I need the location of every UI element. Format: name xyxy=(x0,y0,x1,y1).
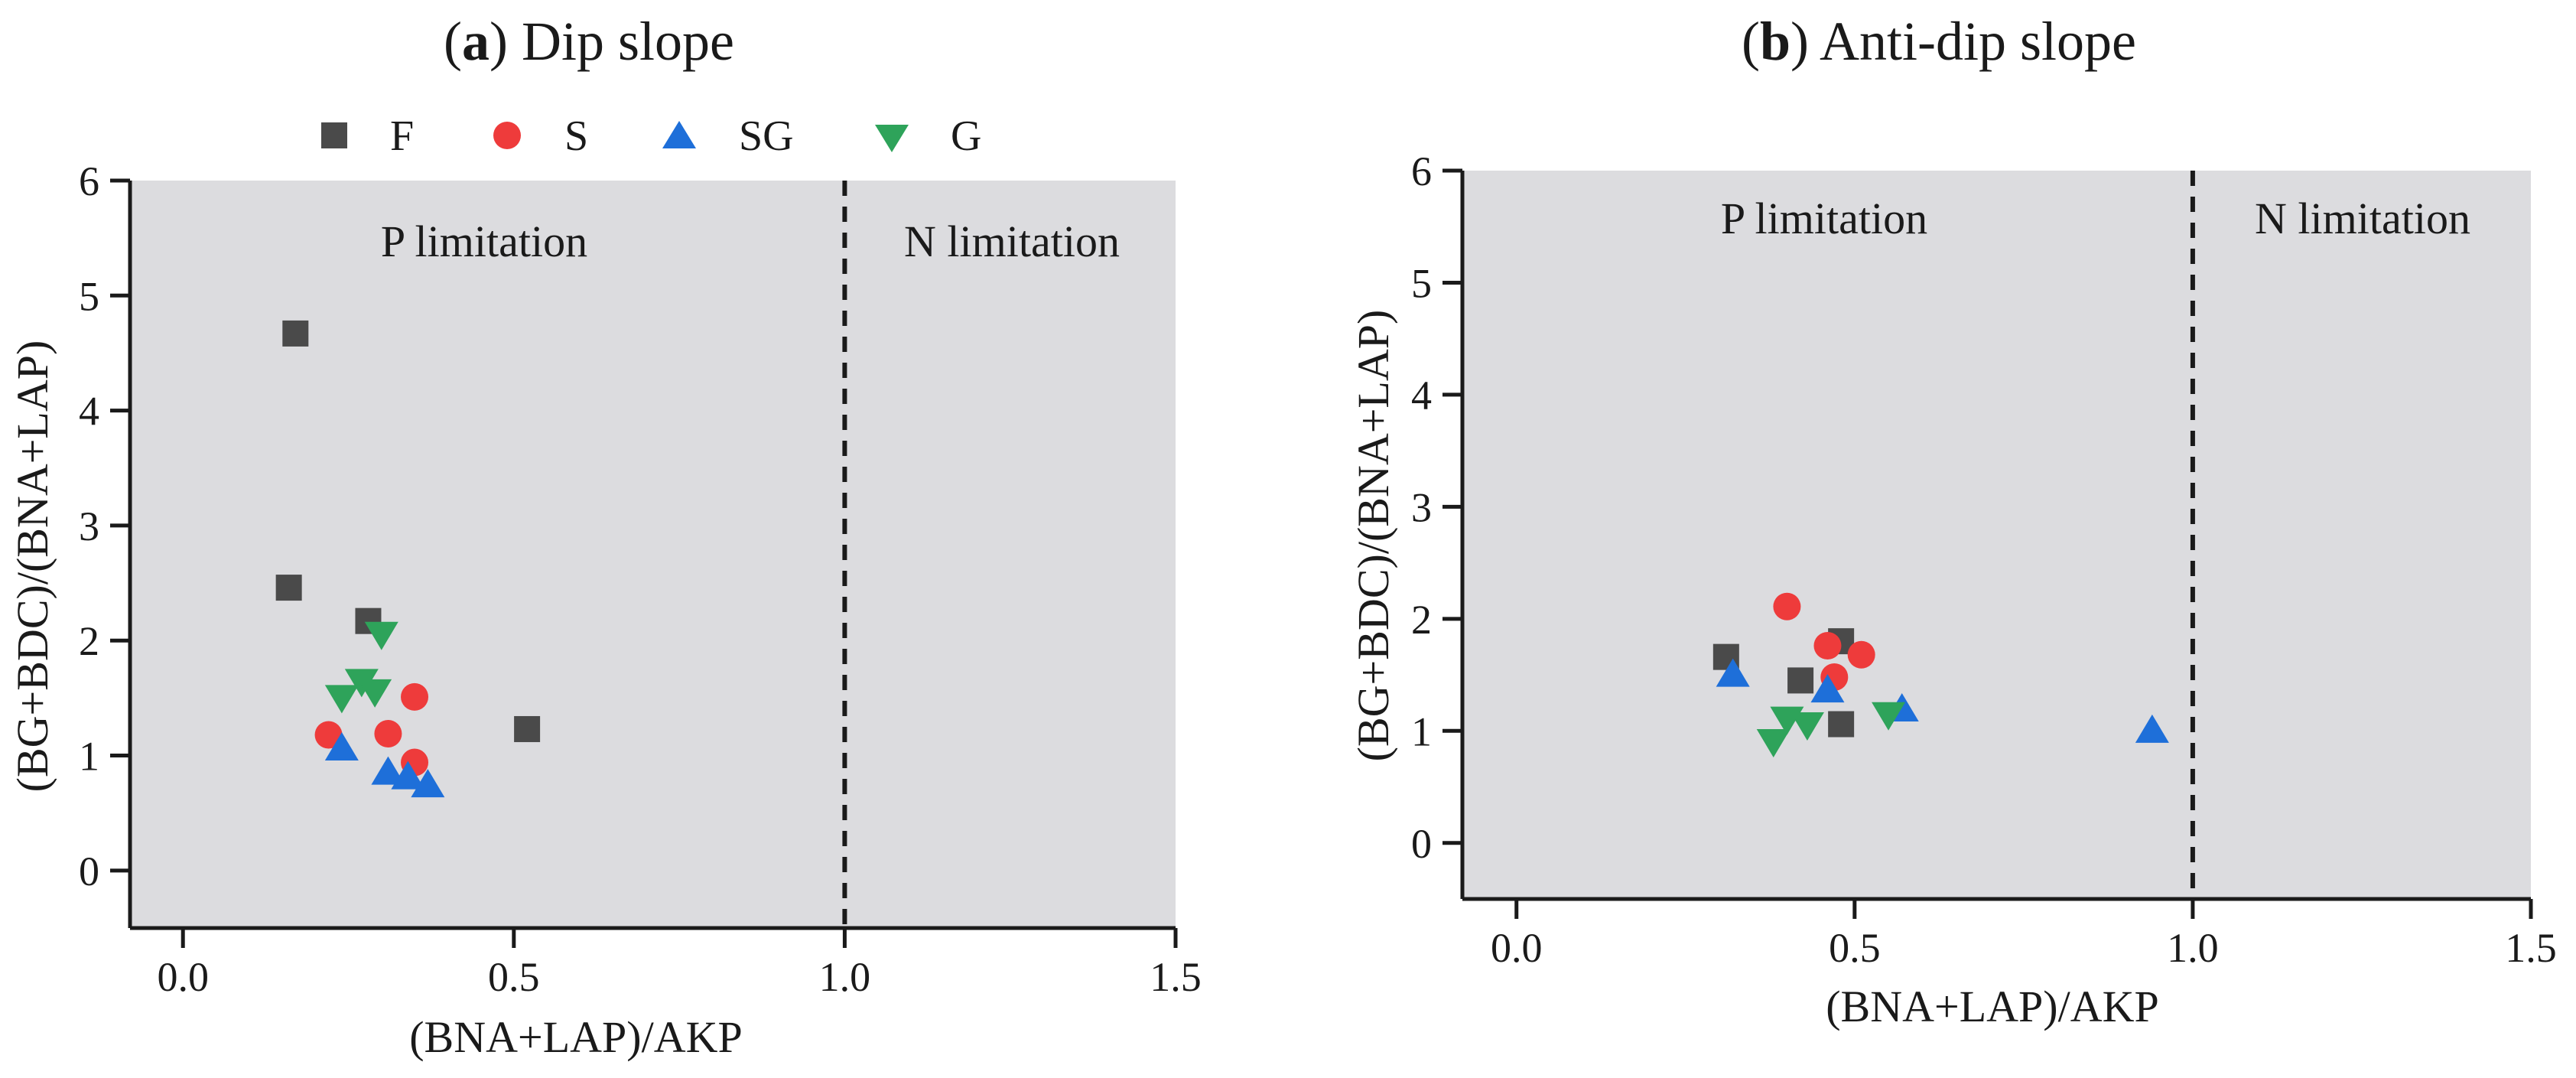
panel-a-x-tick-label: 1.0 xyxy=(819,954,871,1000)
panel-a-y-tick-label: 3 xyxy=(79,503,99,549)
legend-marker-F xyxy=(321,122,347,148)
panel-a-region-left: P limitation xyxy=(381,217,587,266)
legend-label-SG: SG xyxy=(739,112,794,160)
panel-b-y-tick-label: 1 xyxy=(1411,708,1432,754)
legend-marker-G xyxy=(875,125,909,152)
panel-a-point-G xyxy=(358,679,392,708)
panel-b-marks xyxy=(1712,592,2169,757)
panel-a-point-F xyxy=(275,575,302,601)
panel-a-title-text: Dip slope xyxy=(522,11,734,72)
panel-b-point-F xyxy=(1828,711,1855,738)
panel-b-y-tick-label: 3 xyxy=(1411,484,1432,530)
panel-a-y-tick-label: 0 xyxy=(79,848,99,894)
panel-b-point-S xyxy=(1773,592,1801,620)
panel-a-title: (a) Dip slope xyxy=(444,11,734,72)
panel-b-x-tick-label: 1.0 xyxy=(2167,925,2219,971)
panel-a-marks xyxy=(275,320,541,798)
panel-a-y-tick-label: 6 xyxy=(79,158,99,204)
panel-b-title: (b) Anti-dip slope xyxy=(1742,11,2136,72)
panel-b-point-S xyxy=(1847,640,1875,669)
panel-b-point-G xyxy=(1790,712,1824,741)
panel-a-letter: a xyxy=(462,11,490,72)
panel-a-point-S xyxy=(314,721,343,749)
panel-b-letter: b xyxy=(1760,11,1791,72)
legend: F S SG G xyxy=(321,112,981,160)
panel-b-plot-area xyxy=(1462,171,2531,899)
panel-b-y-tick-label: 6 xyxy=(1411,148,1432,194)
panel-a-region-right: N limitation xyxy=(904,217,1120,266)
panel-b-x-tick-label: 0.0 xyxy=(1491,925,1543,971)
panel-a-x-tick-label: 0.0 xyxy=(157,954,209,1000)
panel-b-point-SG xyxy=(1810,674,1845,703)
legend-label-S: S xyxy=(564,112,588,160)
panel-b-x-tick-label: 1.5 xyxy=(2505,925,2557,971)
panel-b: P limitation N limitation 0 1 2 3 4 5 6 0.0 0.5 1… xyxy=(1348,148,2557,1031)
panel-a: P limitation N limitation 0 1 2 3 4 5 6 0.0 0.5 1… xyxy=(8,158,1202,1062)
panel-a-point-S xyxy=(374,719,402,747)
panel-a-point-SG xyxy=(371,756,405,785)
legend-item-SG: SG xyxy=(662,112,794,160)
legend-marker-SG xyxy=(662,121,696,148)
panel-a-point-F xyxy=(282,320,309,347)
panel-b-x-axis-label: (BNA+LAP)/AKP xyxy=(1826,982,2159,1031)
panel-b-region-right: N limitation xyxy=(2255,194,2470,243)
legend-item-G: G xyxy=(875,112,981,160)
panel-a-y-tick-label: 2 xyxy=(79,618,99,664)
panel-a-y-axis-label: (BG+BDC)/(BNA+LAP) xyxy=(8,340,57,793)
panel-a-point-G xyxy=(364,621,398,650)
panel-b-y-tick-label: 0 xyxy=(1411,821,1432,867)
panel-a-y-tick-label: 1 xyxy=(79,734,99,780)
panel-b-point-S xyxy=(1813,631,1842,660)
panel-b-point-G xyxy=(1756,728,1791,757)
legend-label-F: F xyxy=(390,112,414,160)
panel-a-point-S xyxy=(401,682,429,711)
panel-a-y-tick-label: 5 xyxy=(79,273,99,319)
panel-a-point-SG xyxy=(324,732,359,761)
panel-b-point-F xyxy=(1787,667,1814,694)
panel-b-x-tick-label: 0.5 xyxy=(1829,925,1881,971)
panel-b-y-tick-label: 5 xyxy=(1411,260,1432,306)
panel-a-point-SG xyxy=(391,760,425,790)
panel-b-y-tick-label: 2 xyxy=(1411,597,1432,643)
panel-a-point-G xyxy=(324,685,359,714)
panel-a-y-tick-label: 4 xyxy=(79,389,99,435)
panel-b-axes: 0 1 2 3 4 5 6 0.0 0.5 1.0 1.5 xyxy=(1411,148,2557,971)
panel-a-x-tick-label: 1.5 xyxy=(1150,954,1202,1000)
panel-b-point-SG xyxy=(1716,658,1750,687)
panel-a-plot-area xyxy=(130,181,1176,928)
legend-item-F: F xyxy=(321,112,414,160)
panel-b-point-SG xyxy=(2135,714,2169,743)
panel-b-region-left: P limitation xyxy=(1721,194,1927,243)
panel-a-axes: 0 1 2 3 4 5 6 0.0 0.5 1.0 1.5 xyxy=(79,158,1202,1000)
panel-a-point-SG xyxy=(411,769,445,798)
legend-item-S: S xyxy=(493,112,588,160)
legend-marker-S xyxy=(493,122,521,149)
panel-b-point-G xyxy=(1872,702,1906,731)
legend-label-G: G xyxy=(951,112,981,160)
panel-b-y-tick-label: 4 xyxy=(1411,373,1432,418)
panel-a-point-F xyxy=(514,715,541,742)
panel-b-title-text: Anti-dip slope xyxy=(1820,11,2136,72)
panel-b-y-axis-label: (BG+BDC)/(BNA+LAP) xyxy=(1348,310,1398,762)
panel-a-x-tick-label: 0.5 xyxy=(488,954,540,1000)
panel-a-x-axis-label: (BNA+LAP)/AKP xyxy=(409,1012,743,1062)
